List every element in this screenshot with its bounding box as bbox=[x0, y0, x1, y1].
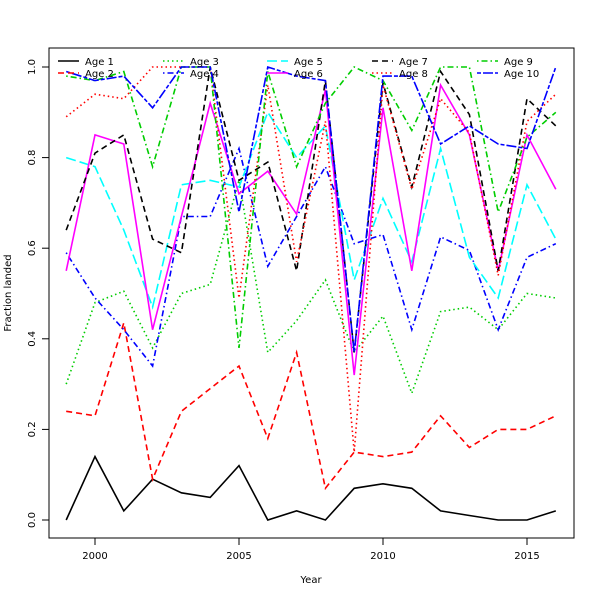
x-tick-label: 2005 bbox=[226, 551, 251, 562]
legend-item: Age 8 bbox=[372, 69, 428, 80]
x-axis: 2000 2005 2010 2015 bbox=[82, 537, 540, 562]
series-line-age-10 bbox=[65, 65, 557, 353]
legend-item: Age 2 bbox=[58, 69, 114, 80]
x-tick-label: 2010 bbox=[370, 551, 395, 562]
y-tick-label: 0.2 bbox=[27, 421, 38, 437]
x-tick-label: 2015 bbox=[514, 551, 539, 562]
y-tick-label: 0.4 bbox=[27, 331, 38, 347]
legend-label: Age 5 bbox=[294, 57, 323, 68]
legend-label: Age 8 bbox=[399, 69, 428, 80]
legend-item: Age 9 bbox=[477, 57, 533, 68]
series-line-age-8 bbox=[65, 66, 557, 453]
series-line-age-9 bbox=[66, 66, 557, 348]
legend-label: Age 2 bbox=[85, 69, 114, 80]
legend-label: Age 3 bbox=[190, 57, 219, 68]
x-tick-label: 2000 bbox=[82, 551, 107, 562]
y-axis: 0.0 0.2 0.4 0.6 0.8 1.0 bbox=[27, 59, 50, 528]
legend-item: Age 4 bbox=[163, 69, 219, 80]
y-tick-label: 0.0 bbox=[27, 512, 38, 528]
series-line-age-2 bbox=[66, 322, 557, 491]
legend-item: Age 6 bbox=[267, 69, 323, 80]
legend-label: Age 7 bbox=[399, 57, 428, 68]
series-line-age-4 bbox=[65, 145, 557, 368]
legend-label: Age 10 bbox=[504, 69, 539, 80]
series-line-age-1 bbox=[65, 454, 557, 521]
legend-label: Age 1 bbox=[85, 57, 114, 68]
legend-label: Age 4 bbox=[190, 69, 219, 80]
y-axis-label: Fraction landed bbox=[3, 254, 14, 331]
legend-item: Age 5 bbox=[267, 57, 323, 68]
legend-label: Age 6 bbox=[294, 69, 323, 80]
y-tick-label: 0.8 bbox=[27, 150, 38, 166]
series-line-age-5 bbox=[65, 110, 557, 310]
legend-item: Age 3 bbox=[163, 57, 219, 68]
legend-item: Age 1 bbox=[58, 57, 114, 68]
legend-label: Age 9 bbox=[504, 57, 533, 68]
legend-item: Age 7 bbox=[372, 57, 428, 68]
series-layer bbox=[65, 65, 557, 521]
series-line-age-7 bbox=[65, 66, 557, 353]
legend-item: Age 10 bbox=[477, 69, 539, 80]
y-tick-label: 0.6 bbox=[27, 240, 38, 256]
x-axis-label: Year bbox=[299, 575, 322, 586]
y-tick-label: 1.0 bbox=[27, 59, 38, 75]
